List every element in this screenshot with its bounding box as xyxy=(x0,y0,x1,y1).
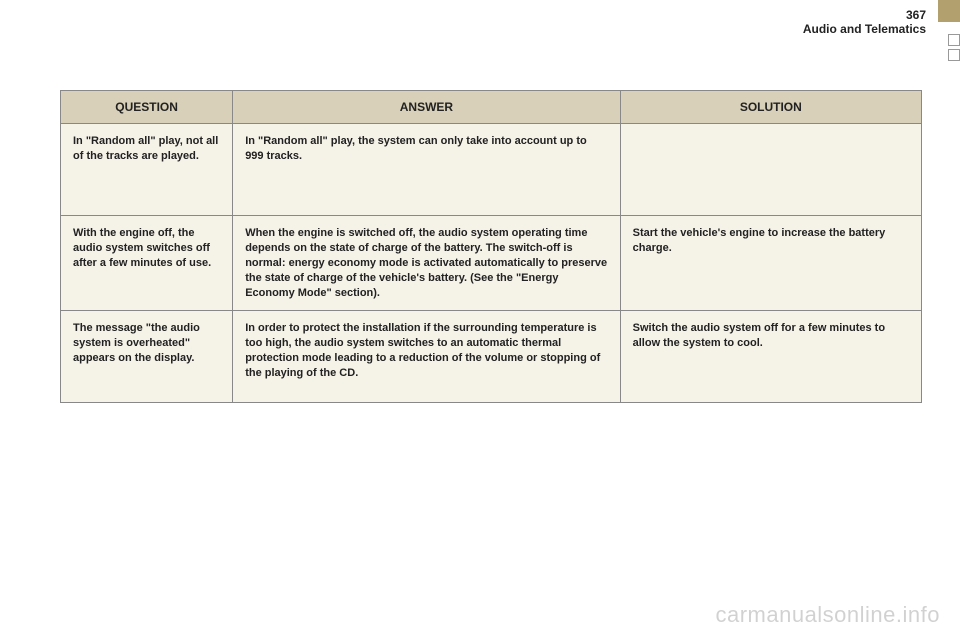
cell-solution: Switch the audio system off for a few mi… xyxy=(620,311,921,403)
table-row: In "Random all" play, not all of the tra… xyxy=(61,124,922,216)
cell-question: The message "the audio system is overhea… xyxy=(61,311,233,403)
cell-answer: In order to protect the installation if … xyxy=(233,311,620,403)
cell-question: With the engine off, the audio system sw… xyxy=(61,216,233,311)
column-header-answer: ANSWER xyxy=(233,91,620,124)
faq-table: QUESTION ANSWER SOLUTION In "Random all"… xyxy=(60,90,922,403)
table-header-row: QUESTION ANSWER SOLUTION xyxy=(61,91,922,124)
cell-answer: When the engine is switched off, the aud… xyxy=(233,216,620,311)
watermark: carmanualsonline.info xyxy=(715,602,940,628)
page-number: 367 xyxy=(803,8,926,22)
section-title: Audio and Telematics xyxy=(803,22,926,36)
corner-accent xyxy=(938,0,960,22)
content-area: QUESTION ANSWER SOLUTION In "Random all"… xyxy=(60,90,922,403)
column-header-solution: SOLUTION xyxy=(620,91,921,124)
cell-question: In "Random all" play, not all of the tra… xyxy=(61,124,233,216)
column-header-question: QUESTION xyxy=(61,91,233,124)
side-markers xyxy=(948,34,960,61)
cell-answer: In "Random all" play, the system can onl… xyxy=(233,124,620,216)
table-row: With the engine off, the audio system sw… xyxy=(61,216,922,311)
cell-solution: Start the vehicle's engine to increase t… xyxy=(620,216,921,311)
page-header: 367 Audio and Telematics xyxy=(803,8,926,37)
table-row: The message "the audio system is overhea… xyxy=(61,311,922,403)
cell-solution xyxy=(620,124,921,216)
